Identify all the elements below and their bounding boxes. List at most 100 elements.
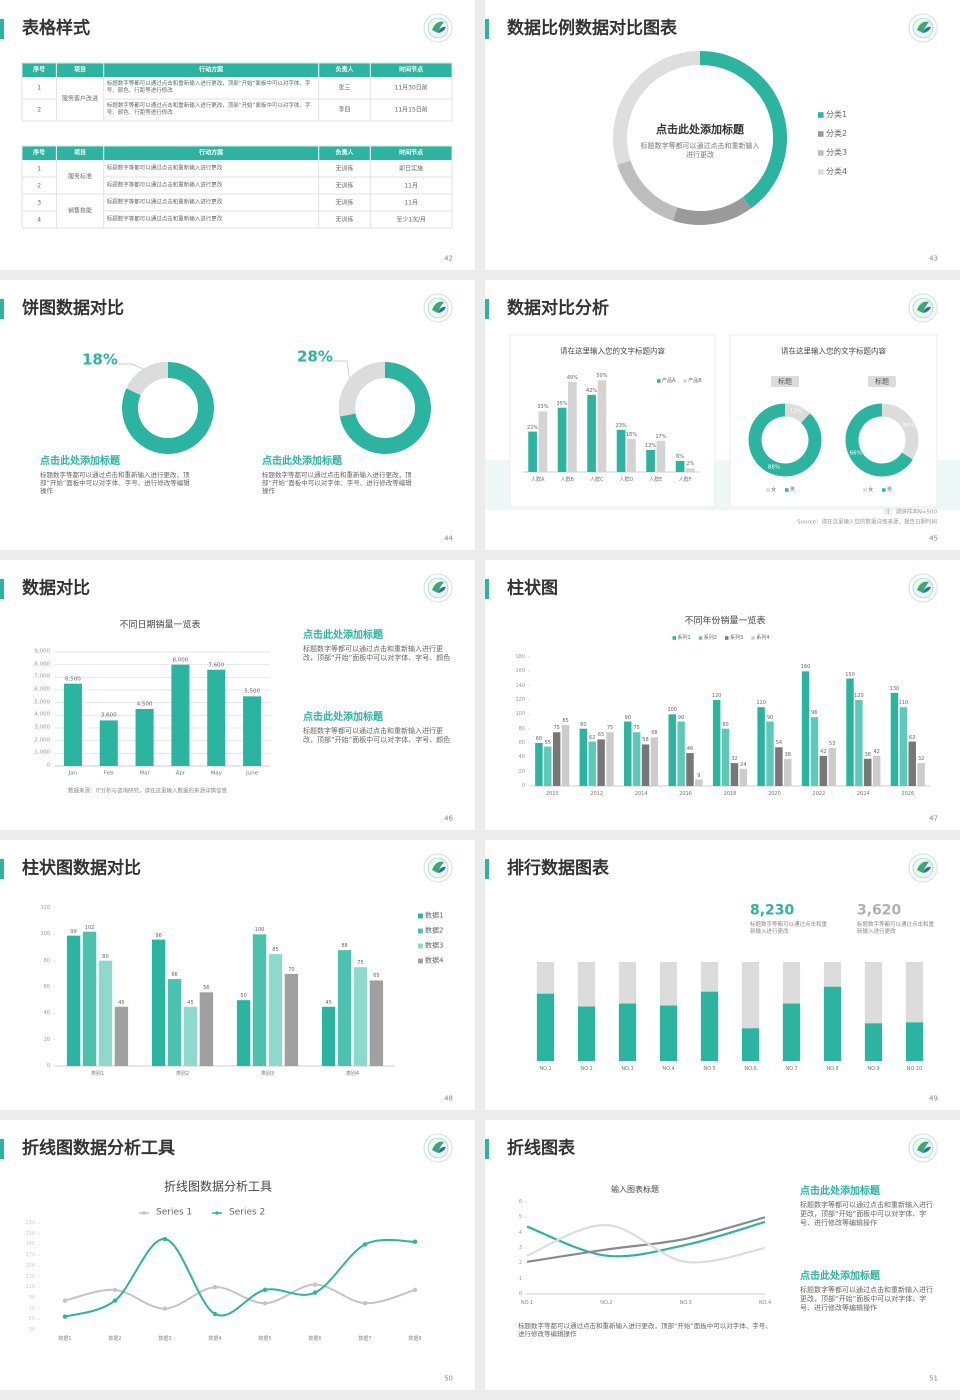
x-tick-label: NO.4 xyxy=(758,1299,772,1306)
bar xyxy=(252,934,267,1066)
line-series xyxy=(64,1283,416,1310)
page-number: 48 xyxy=(444,1094,453,1103)
value-label: 88% xyxy=(767,464,781,471)
legend-label: 女 xyxy=(771,486,777,493)
x-tick-label: 数据3 xyxy=(158,1335,172,1342)
table-header-cell: 序号 xyxy=(33,149,46,157)
legend-swatch xyxy=(672,636,676,640)
line-marker xyxy=(162,1236,168,1242)
logo xyxy=(438,1146,446,1153)
line-marker xyxy=(412,1287,418,1293)
bar xyxy=(855,700,863,786)
table-frame xyxy=(21,62,453,122)
x-tick-label: 数据6 xyxy=(308,1335,322,1342)
bar xyxy=(135,709,154,766)
value-label: 23% xyxy=(615,422,627,429)
value-label: 18% xyxy=(82,350,118,369)
chart-title: 输入图表标题 xyxy=(611,1185,659,1194)
x-tick-label: NO.1 xyxy=(539,1065,552,1072)
value-label: 65 xyxy=(373,973,380,980)
bar xyxy=(650,737,659,786)
value-label: 8,000 xyxy=(172,657,189,664)
bar xyxy=(552,732,561,786)
y-tick-label: 60 xyxy=(43,983,50,990)
value-label: 85 xyxy=(562,717,569,724)
value-label: 65 xyxy=(597,732,605,739)
table-cell: 销售技能 xyxy=(68,207,93,215)
logo xyxy=(923,586,931,593)
y-tick-label: 7,000 xyxy=(34,673,50,680)
value-label: 120 xyxy=(711,692,722,699)
slide-graphics xyxy=(485,13,938,225)
bar xyxy=(606,732,614,786)
value-label: 6,500 xyxy=(65,676,81,683)
bar xyxy=(641,744,650,786)
bar xyxy=(668,714,676,786)
slide: 柱状图 47 不同年份销量一览表 0 20 40 60 80 100 120 140 160 180 20… xyxy=(485,560,960,830)
bar xyxy=(695,779,703,786)
donut-segment xyxy=(748,403,822,477)
x-tick-label: 类别3 xyxy=(260,1070,275,1077)
bar xyxy=(890,692,899,786)
y-tick-label: 90 xyxy=(28,1294,35,1301)
value-label: 35% xyxy=(556,400,568,407)
y-tick-label: 4 xyxy=(518,1229,522,1236)
ring-segment xyxy=(339,362,386,417)
y-tick-label: 5 xyxy=(518,1214,522,1221)
y-tick-label: 170 xyxy=(25,1251,35,1258)
value-label: 4,500 xyxy=(136,701,153,708)
logo xyxy=(438,306,446,313)
page-number: 51 xyxy=(929,1374,938,1383)
value-label: 32 xyxy=(917,755,925,762)
block-heading: 点击此处添加标题 xyxy=(303,629,383,641)
logo xyxy=(917,301,929,313)
y-tick-label: 80 xyxy=(43,957,50,964)
bar xyxy=(819,755,828,786)
legend-label: 分类3 xyxy=(826,148,848,157)
stat-text: 标题数字等都可以通过点击和重新输入进行更改 xyxy=(857,922,935,935)
value-label: 66 xyxy=(171,971,178,978)
slide-title: 数据对比 xyxy=(22,578,90,599)
value-label: 75 xyxy=(606,725,614,732)
slide-graphics xyxy=(485,293,960,510)
line-series xyxy=(526,1220,766,1258)
logo xyxy=(917,1141,929,1153)
slide-title: 柱状图 xyxy=(507,578,558,599)
bar xyxy=(908,741,916,786)
legend-label: Series 1 xyxy=(156,1207,193,1218)
y-tick-label: 100 xyxy=(40,931,50,938)
x-tick-label: 2018 xyxy=(723,790,737,797)
y-tick-label: 5,000 xyxy=(34,699,50,706)
table-cell: 3 xyxy=(37,198,42,206)
x-tick-label: NO.9 xyxy=(867,1065,880,1072)
donut-segment xyxy=(784,403,810,424)
slide: 饼图数据对比 44 18% 点击此处添加标题 标题数字等都可以通过点击和重新输入进行更改… xyxy=(0,280,475,550)
bar xyxy=(98,960,113,1066)
y-tick-label: 20 xyxy=(518,768,525,775)
legend-label: 数据1 xyxy=(425,911,444,920)
bar xyxy=(268,954,283,1066)
value-label: 100 xyxy=(254,927,265,934)
logo xyxy=(432,581,444,593)
title-accent xyxy=(485,1139,489,1159)
bar xyxy=(686,753,694,786)
slide: 柱状图数据对比 48 0 20 40 60 80 100 120 类别1 类别2 类别3 类别4 99 96… xyxy=(0,840,475,1110)
bar xyxy=(568,382,577,472)
line-marker xyxy=(212,1311,218,1317)
block-text: 标题数字等都可以通过点击和重新输入进行更改，顶部“开始”面板中可以对字体、字号、… xyxy=(800,1286,933,1312)
bar xyxy=(810,717,819,786)
y-tick-label: 3 xyxy=(518,1244,522,1251)
bar xyxy=(66,935,81,1066)
value-label: 75 xyxy=(553,725,560,732)
stat-value: 8,230 xyxy=(750,902,795,919)
bar xyxy=(741,1028,760,1061)
legend-swatch xyxy=(418,928,423,934)
page-number: 44 xyxy=(444,534,453,543)
value-label: 42 xyxy=(873,748,880,755)
y-tick-label: 150 xyxy=(25,1262,35,1269)
value-label: 96 xyxy=(811,710,818,717)
bar xyxy=(243,696,262,766)
bar xyxy=(284,973,299,1066)
source-note: 数据来源：IT分析与咨询研究，请在这里输入数据的来源详情信息 xyxy=(68,788,227,795)
x-tick-label: NO.5 xyxy=(703,1065,716,1072)
